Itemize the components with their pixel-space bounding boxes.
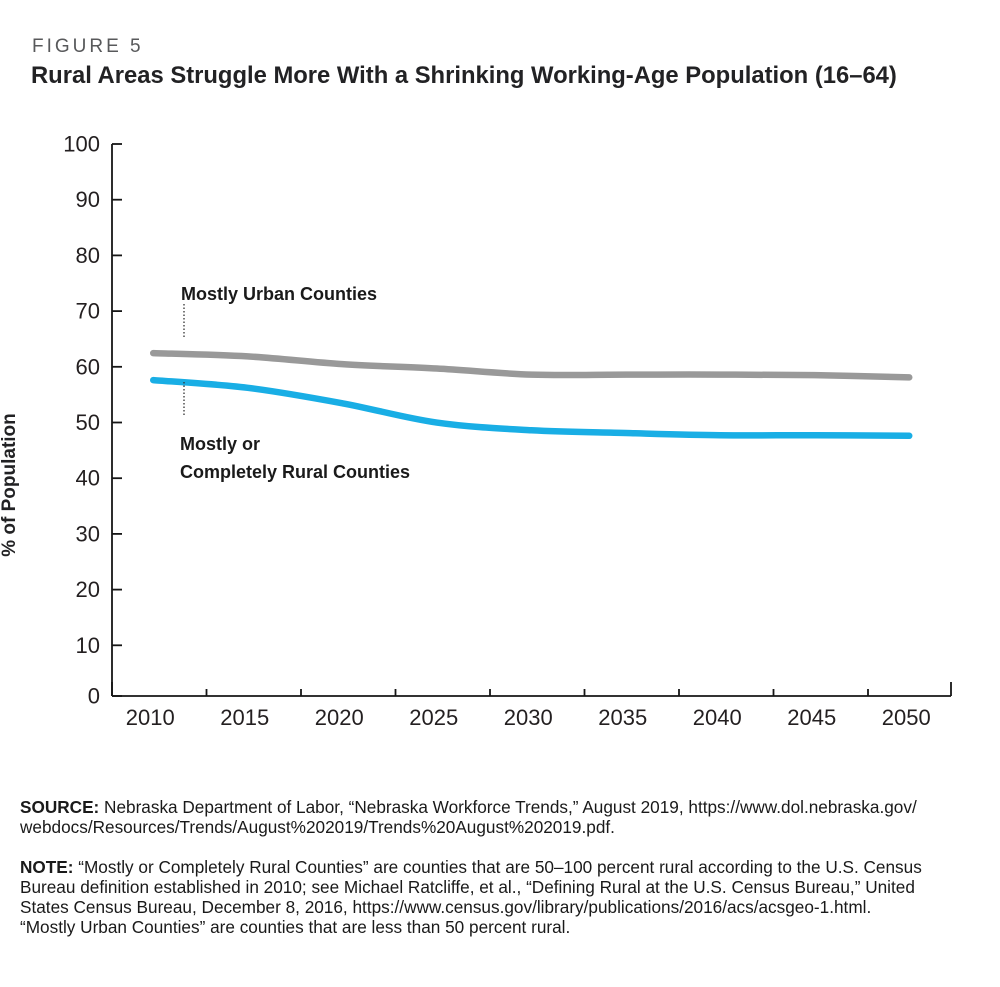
- svg-text:2015: 2015: [220, 705, 269, 730]
- svg-text:2010: 2010: [126, 705, 175, 730]
- svg-text:20: 20: [76, 577, 100, 602]
- svg-text:10: 10: [76, 633, 100, 658]
- svg-text:0: 0: [88, 684, 100, 709]
- svg-text:Completely Rural Counties: Completely Rural Counties: [180, 462, 410, 482]
- svg-text:2035: 2035: [598, 705, 647, 730]
- svg-text:2020: 2020: [315, 705, 364, 730]
- svg-text:2045: 2045: [787, 705, 836, 730]
- svg-text:Mostly or: Mostly or: [180, 434, 260, 454]
- svg-text:50: 50: [76, 410, 100, 435]
- svg-text:Mostly Urban Counties: Mostly Urban Counties: [181, 284, 377, 304]
- svg-text:2025: 2025: [409, 705, 458, 730]
- svg-text:40: 40: [76, 466, 100, 491]
- svg-text:80: 80: [76, 243, 100, 268]
- svg-text:2030: 2030: [504, 705, 553, 730]
- svg-text:30: 30: [76, 521, 100, 546]
- svg-text:2050: 2050: [882, 705, 931, 730]
- svg-text:60: 60: [76, 354, 100, 379]
- svg-text:100: 100: [63, 132, 100, 157]
- svg-text:70: 70: [76, 299, 100, 324]
- svg-text:2040: 2040: [693, 705, 742, 730]
- svg-text:90: 90: [76, 187, 100, 212]
